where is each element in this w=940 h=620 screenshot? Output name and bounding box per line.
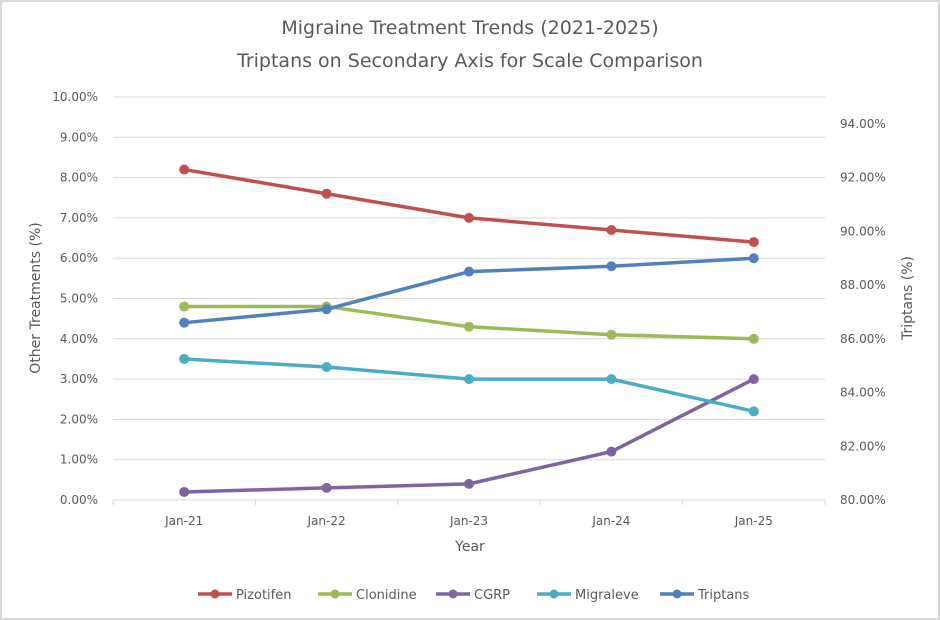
series-migraleve xyxy=(179,353,759,417)
series-line-pizotifen xyxy=(182,167,756,244)
data-point-triptans xyxy=(748,253,759,264)
legend-label: Triptans xyxy=(697,588,750,603)
y-tick-label: 4.00% xyxy=(60,332,98,346)
data-point-migraleve xyxy=(748,406,759,417)
data-point-migraleve xyxy=(321,362,332,373)
y-tick-label: 3.00% xyxy=(60,372,98,386)
series-line-migraleve xyxy=(182,357,756,414)
y-tick-label: 8.00% xyxy=(60,171,98,185)
y2-axis-ticks: 80.00% 82.00% 84.00% 86.00% 88.00% 90.00% 92.0… xyxy=(840,117,886,507)
y-axis-title: Other Treatments (%) xyxy=(28,222,44,373)
data-point-migraleve xyxy=(179,353,190,364)
x-tick-label: Jan-21 xyxy=(164,514,203,528)
y-tick-label: 1.00% xyxy=(60,453,98,467)
data-point-clonidine xyxy=(748,333,759,344)
data-point-cgrp xyxy=(748,374,759,385)
data-point-cgrp xyxy=(606,446,617,457)
data-point-clonidine xyxy=(606,329,617,340)
y-tick-label: 5.00% xyxy=(60,292,98,306)
legend-label: Migraleve xyxy=(575,588,639,603)
data-point-triptans xyxy=(606,261,617,272)
y2-tick-label: 94.00% xyxy=(840,117,886,131)
legend-marker-icon xyxy=(330,589,340,599)
data-point-pizotifen xyxy=(748,237,759,248)
series-clonidine xyxy=(179,301,759,344)
legend-label: Clonidine xyxy=(356,588,417,603)
data-point-clonidine xyxy=(179,301,190,312)
y-tick-label: 7.00% xyxy=(60,211,98,225)
chart-title: Migraine Treatment Trends (2021-2025) xyxy=(281,17,658,39)
legend-label: CGRP xyxy=(474,588,510,603)
y-axis-ticks: 0.00% 1.00% 2.00% 3.00% 4.00% 5.00% 6.00% 7.00%… xyxy=(52,90,98,507)
legend-item-clonidine: Clonidine xyxy=(318,588,417,603)
y-tick-label: 10.00% xyxy=(52,90,98,104)
data-point-migraleve xyxy=(464,374,474,385)
legend: Pizotifen Clonidine CGRP Migraleve Triptans xyxy=(198,588,750,603)
y-tick-label: 9.00% xyxy=(60,130,98,144)
series-line-cgrp xyxy=(182,377,756,494)
x-tick-label: Jan-22 xyxy=(307,514,346,528)
series-cgrp xyxy=(179,374,759,497)
y2-tick-label: 90.00% xyxy=(840,224,886,238)
series-triptans xyxy=(179,253,759,328)
legend-marker-icon xyxy=(210,589,220,599)
data-point-migraleve xyxy=(606,374,617,385)
data-point-pizotifen xyxy=(464,212,474,223)
data-point-triptans xyxy=(464,266,474,277)
data-point-pizotifen xyxy=(606,224,617,235)
legend-item-cgrp: CGRP xyxy=(436,588,510,603)
y2-tick-label: 80.00% xyxy=(840,493,886,507)
x-tick-label: Jan-25 xyxy=(734,514,773,528)
x-tick-label: Jan-24 xyxy=(591,514,630,528)
y-tick-label: 0.00% xyxy=(60,493,98,507)
y2-tick-label: 86.00% xyxy=(840,332,886,346)
y2-axis-title: Triptans (%) xyxy=(900,256,916,341)
x-axis-ticks: Jan-21 Jan-22 Jan-23 Jan-24 Jan-25 xyxy=(112,500,826,528)
legend-item-pizotifen: Pizotifen xyxy=(198,588,291,603)
legend-item-migraleve: Migraleve xyxy=(537,588,639,603)
y2-tick-label: 92.00% xyxy=(840,171,886,185)
series-group xyxy=(179,164,759,497)
legend-marker-icon xyxy=(672,589,682,599)
x-axis-title: Year xyxy=(454,539,485,555)
data-point-triptans xyxy=(321,304,332,315)
y-tick-label: 6.00% xyxy=(60,251,98,265)
data-point-pizotifen xyxy=(179,164,190,175)
data-point-cgrp xyxy=(321,482,332,493)
legend-item-triptans: Triptans xyxy=(660,588,750,603)
series-pizotifen xyxy=(179,164,759,248)
y2-tick-label: 84.00% xyxy=(840,386,886,400)
chart-subtitle: Triptans on Secondary Axis for Scale Com… xyxy=(236,50,703,72)
legend-marker-icon xyxy=(549,589,559,599)
gridlines xyxy=(113,96,825,501)
y-tick-label: 2.00% xyxy=(60,412,98,426)
y2-tick-label: 88.00% xyxy=(840,278,886,292)
data-point-cgrp xyxy=(179,486,190,497)
legend-marker-icon xyxy=(448,589,458,599)
data-point-triptans xyxy=(179,317,190,328)
data-point-cgrp xyxy=(464,478,474,489)
x-tick-label: Jan-23 xyxy=(449,514,488,528)
data-point-pizotifen xyxy=(321,188,332,199)
legend-label: Pizotifen xyxy=(236,588,291,603)
data-point-clonidine xyxy=(464,321,474,332)
y2-tick-label: 82.00% xyxy=(840,439,886,453)
